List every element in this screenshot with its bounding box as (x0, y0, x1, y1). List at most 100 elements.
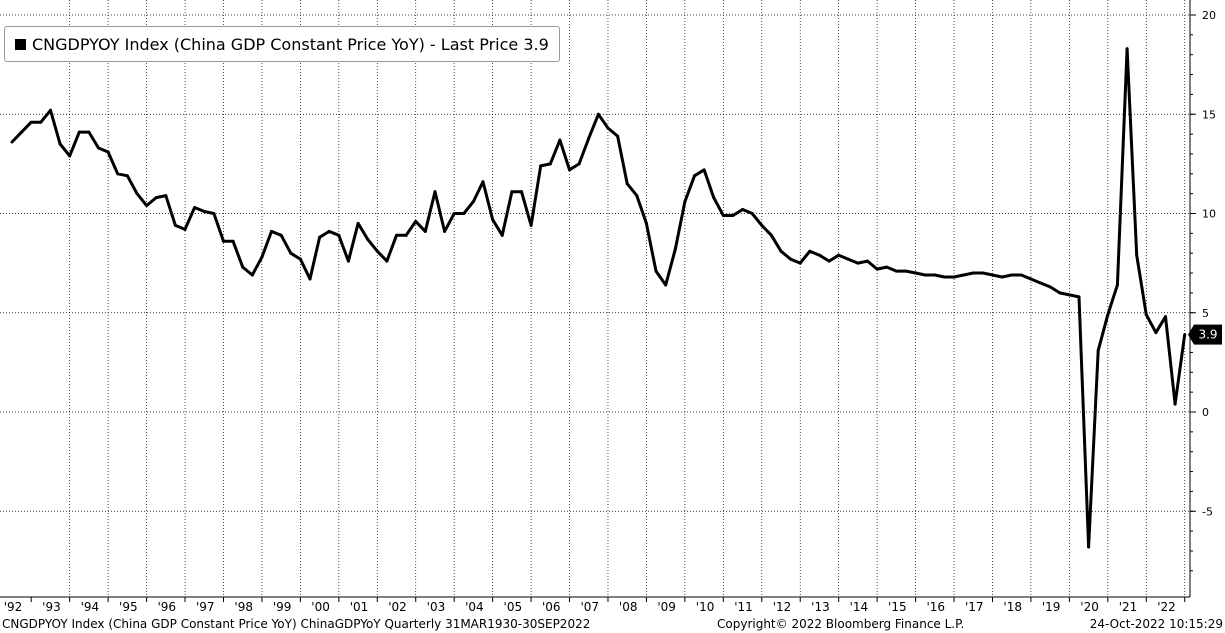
data-point (212, 212, 216, 215)
data-point (77, 130, 81, 134)
data-point (29, 120, 33, 124)
y-tick-label: 10 (1202, 208, 1216, 221)
data-point (1135, 253, 1139, 257)
data-point (750, 212, 754, 215)
x-tick-label: '93 (42, 600, 61, 614)
data-point (414, 219, 418, 223)
data-point (837, 253, 841, 257)
data-point (39, 120, 43, 124)
data-point (337, 233, 341, 237)
last-price-badge (1194, 324, 1222, 345)
data-point (250, 273, 254, 277)
data-point (1048, 285, 1052, 289)
data-point (760, 223, 764, 227)
grid (0, 0, 1191, 598)
x-axis: '92 '93 '94 '95 '96 '97 '98 '99 '00 '01 '02 '03 '04 '… (4, 597, 1186, 614)
footer-copyright: Copyright© 2022 Bloomberg Finance L.P. (717, 617, 965, 631)
data-point (125, 174, 129, 178)
data-point (587, 136, 591, 140)
data-point (500, 233, 504, 237)
data-point (20, 130, 24, 134)
data-point (577, 162, 581, 166)
data-point (443, 229, 447, 233)
data-point (962, 273, 966, 277)
x-tick-label: '99 (273, 600, 292, 614)
data-point (48, 108, 52, 112)
data-point (721, 213, 725, 217)
x-tick-label: '16 (927, 600, 946, 614)
data-point (971, 271, 975, 275)
data-point (817, 253, 821, 257)
x-tick-label: '21 (1119, 600, 1138, 614)
data-point (173, 223, 177, 227)
data-point (731, 213, 735, 217)
data-point (289, 251, 293, 255)
last-price-marker: 3.9 (1188, 324, 1222, 345)
x-tick-label: '00 (311, 600, 330, 614)
data-point (952, 275, 956, 279)
data-point (308, 277, 312, 281)
x-tick-label: '06 (542, 600, 561, 614)
data-point (635, 194, 639, 198)
y-tick-label: 15 (1202, 108, 1216, 121)
data-point (644, 221, 648, 225)
data-point (87, 130, 91, 134)
data-point (1019, 273, 1023, 277)
data-point (423, 229, 427, 233)
x-tick-label: '04 (465, 600, 484, 614)
data-point (616, 134, 620, 138)
data-point (202, 210, 206, 214)
data-point (712, 196, 716, 200)
x-tick-label: '02 (388, 600, 407, 614)
data-point (548, 162, 552, 166)
data-point (625, 182, 629, 186)
data-point (808, 249, 812, 253)
data-point (990, 273, 994, 277)
data-point (433, 190, 437, 194)
data-point (1115, 283, 1119, 287)
x-tick-label: '01 (350, 600, 369, 614)
x-tick-label: '11 (734, 600, 753, 614)
x-tick-label: '12 (773, 600, 792, 614)
data-point (798, 261, 802, 265)
y-tick-label: -5 (1202, 505, 1213, 518)
data-point (904, 269, 908, 273)
x-tick-label: '18 (1003, 600, 1022, 614)
data-point (942, 275, 946, 279)
data-point (741, 208, 745, 212)
x-tick-label: '98 (234, 600, 253, 614)
data-point (856, 261, 860, 265)
legend: CNGDPYOY Index (China GDP Constant Price… (4, 26, 560, 62)
data-point (568, 168, 572, 172)
data-point (914, 271, 918, 275)
data-point (135, 192, 139, 196)
data-point (1000, 275, 1004, 279)
data-point (395, 233, 398, 237)
data-point (481, 180, 485, 184)
y-axis: 20 15 10 5 0 -5 (1190, 9, 1216, 572)
data-point (1144, 313, 1148, 317)
x-tick-label: '94 (81, 600, 100, 614)
data-point (779, 249, 783, 253)
data-point (1173, 402, 1177, 406)
data-point (769, 233, 773, 237)
x-tick-label: '20 (1080, 600, 1099, 614)
x-tick-label: '14 (850, 600, 869, 614)
data-point (346, 259, 350, 263)
data-point (183, 227, 187, 231)
y-tick-label: 0 (1202, 406, 1209, 419)
x-tick-label: '92 (4, 600, 23, 614)
data-point (529, 223, 533, 227)
data-point (510, 190, 514, 194)
data-point (270, 229, 274, 233)
last-price-pointer (1188, 324, 1194, 345)
data-point (279, 233, 283, 237)
x-tick-label: '09 (657, 600, 676, 614)
x-tick-label: '07 (580, 600, 599, 614)
data-point (519, 190, 523, 194)
data-point (702, 168, 706, 172)
data-point (846, 257, 850, 261)
data-point (789, 257, 793, 261)
data-point (241, 265, 245, 269)
